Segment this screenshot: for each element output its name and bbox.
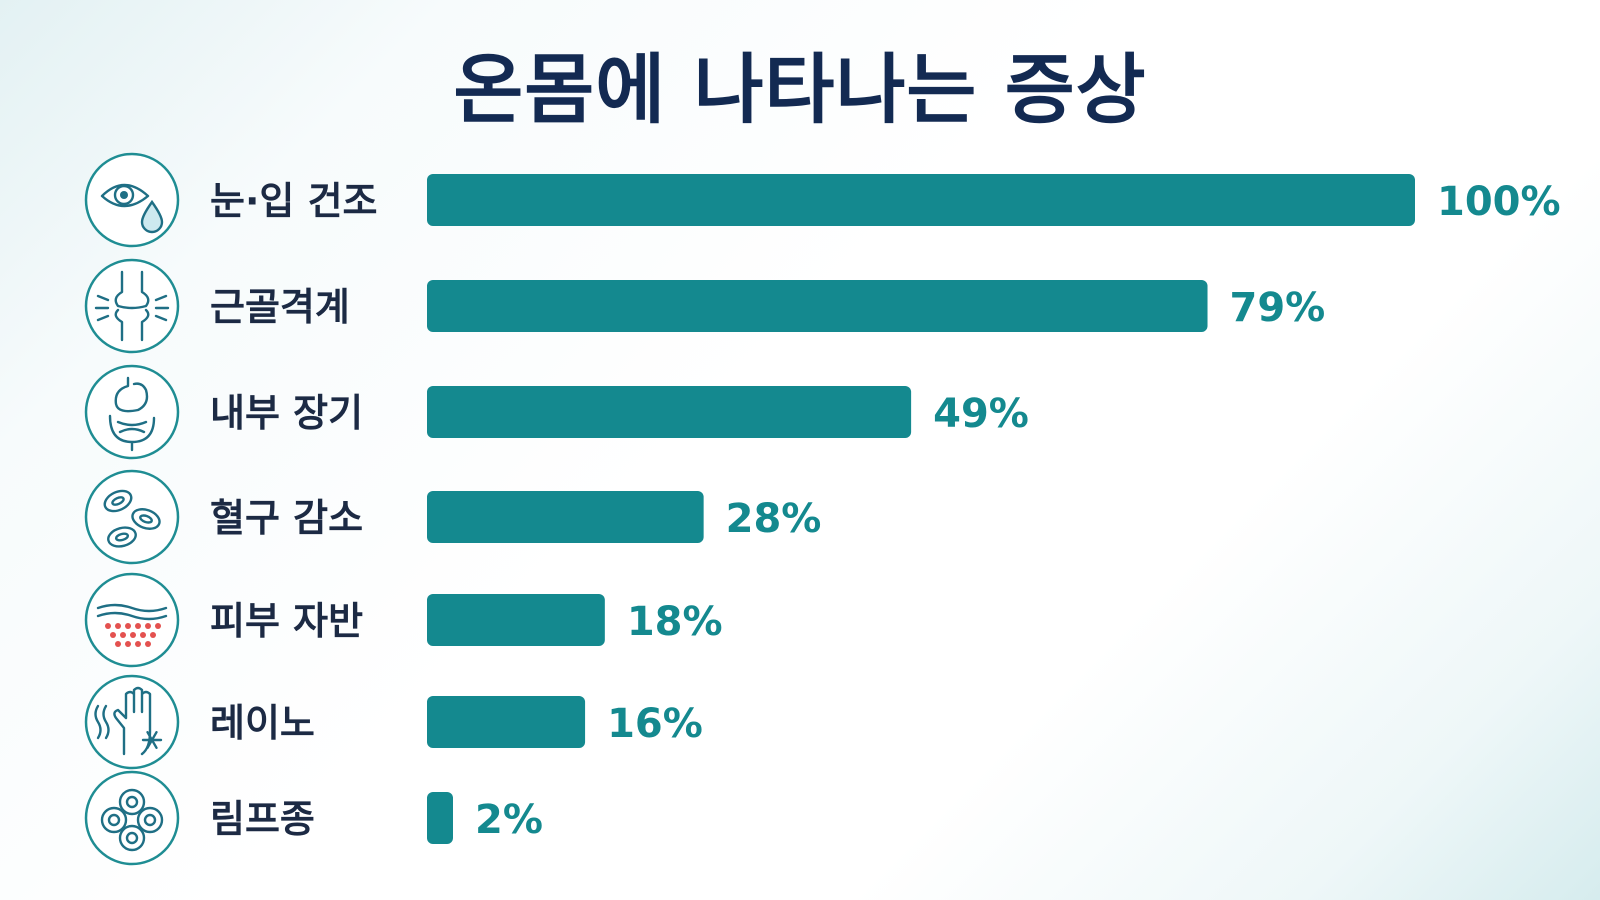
- bar: [427, 491, 704, 543]
- value-label: 100%: [1437, 179, 1561, 225]
- value-label: 79%: [1230, 285, 1326, 331]
- bar: [427, 386, 912, 438]
- bar: [427, 174, 1415, 226]
- blood-cells-icon: [84, 469, 180, 565]
- page-title: 온몸에 나타나는 증상: [453, 45, 1147, 134]
- category-label: 내부 장기: [210, 391, 363, 435]
- lymph-cells-icon: [84, 770, 180, 866]
- bar: [427, 792, 453, 844]
- category-label: 눈·입 건조: [210, 179, 378, 223]
- category-label: 림프종: [210, 797, 315, 841]
- bar: [427, 280, 1208, 332]
- eye-drop-icon: [84, 152, 180, 248]
- value-label: 28%: [726, 496, 822, 542]
- value-label: 49%: [933, 391, 1029, 437]
- bar: [427, 594, 605, 646]
- category-label: 레이노: [210, 701, 315, 745]
- value-label: 16%: [607, 701, 703, 747]
- category-label: 피부 자반: [210, 599, 363, 643]
- value-label: 18%: [627, 599, 723, 645]
- joint-icon: [84, 258, 180, 354]
- stomach-intestine-icon: [84, 364, 180, 460]
- value-label: 2%: [475, 797, 543, 843]
- category-label: 혈구 감소: [210, 496, 363, 540]
- bar: [427, 696, 586, 748]
- cold-hand-icon: [84, 674, 180, 770]
- skin-rash-icon: [84, 572, 180, 668]
- category-label: 근골격계: [210, 285, 350, 329]
